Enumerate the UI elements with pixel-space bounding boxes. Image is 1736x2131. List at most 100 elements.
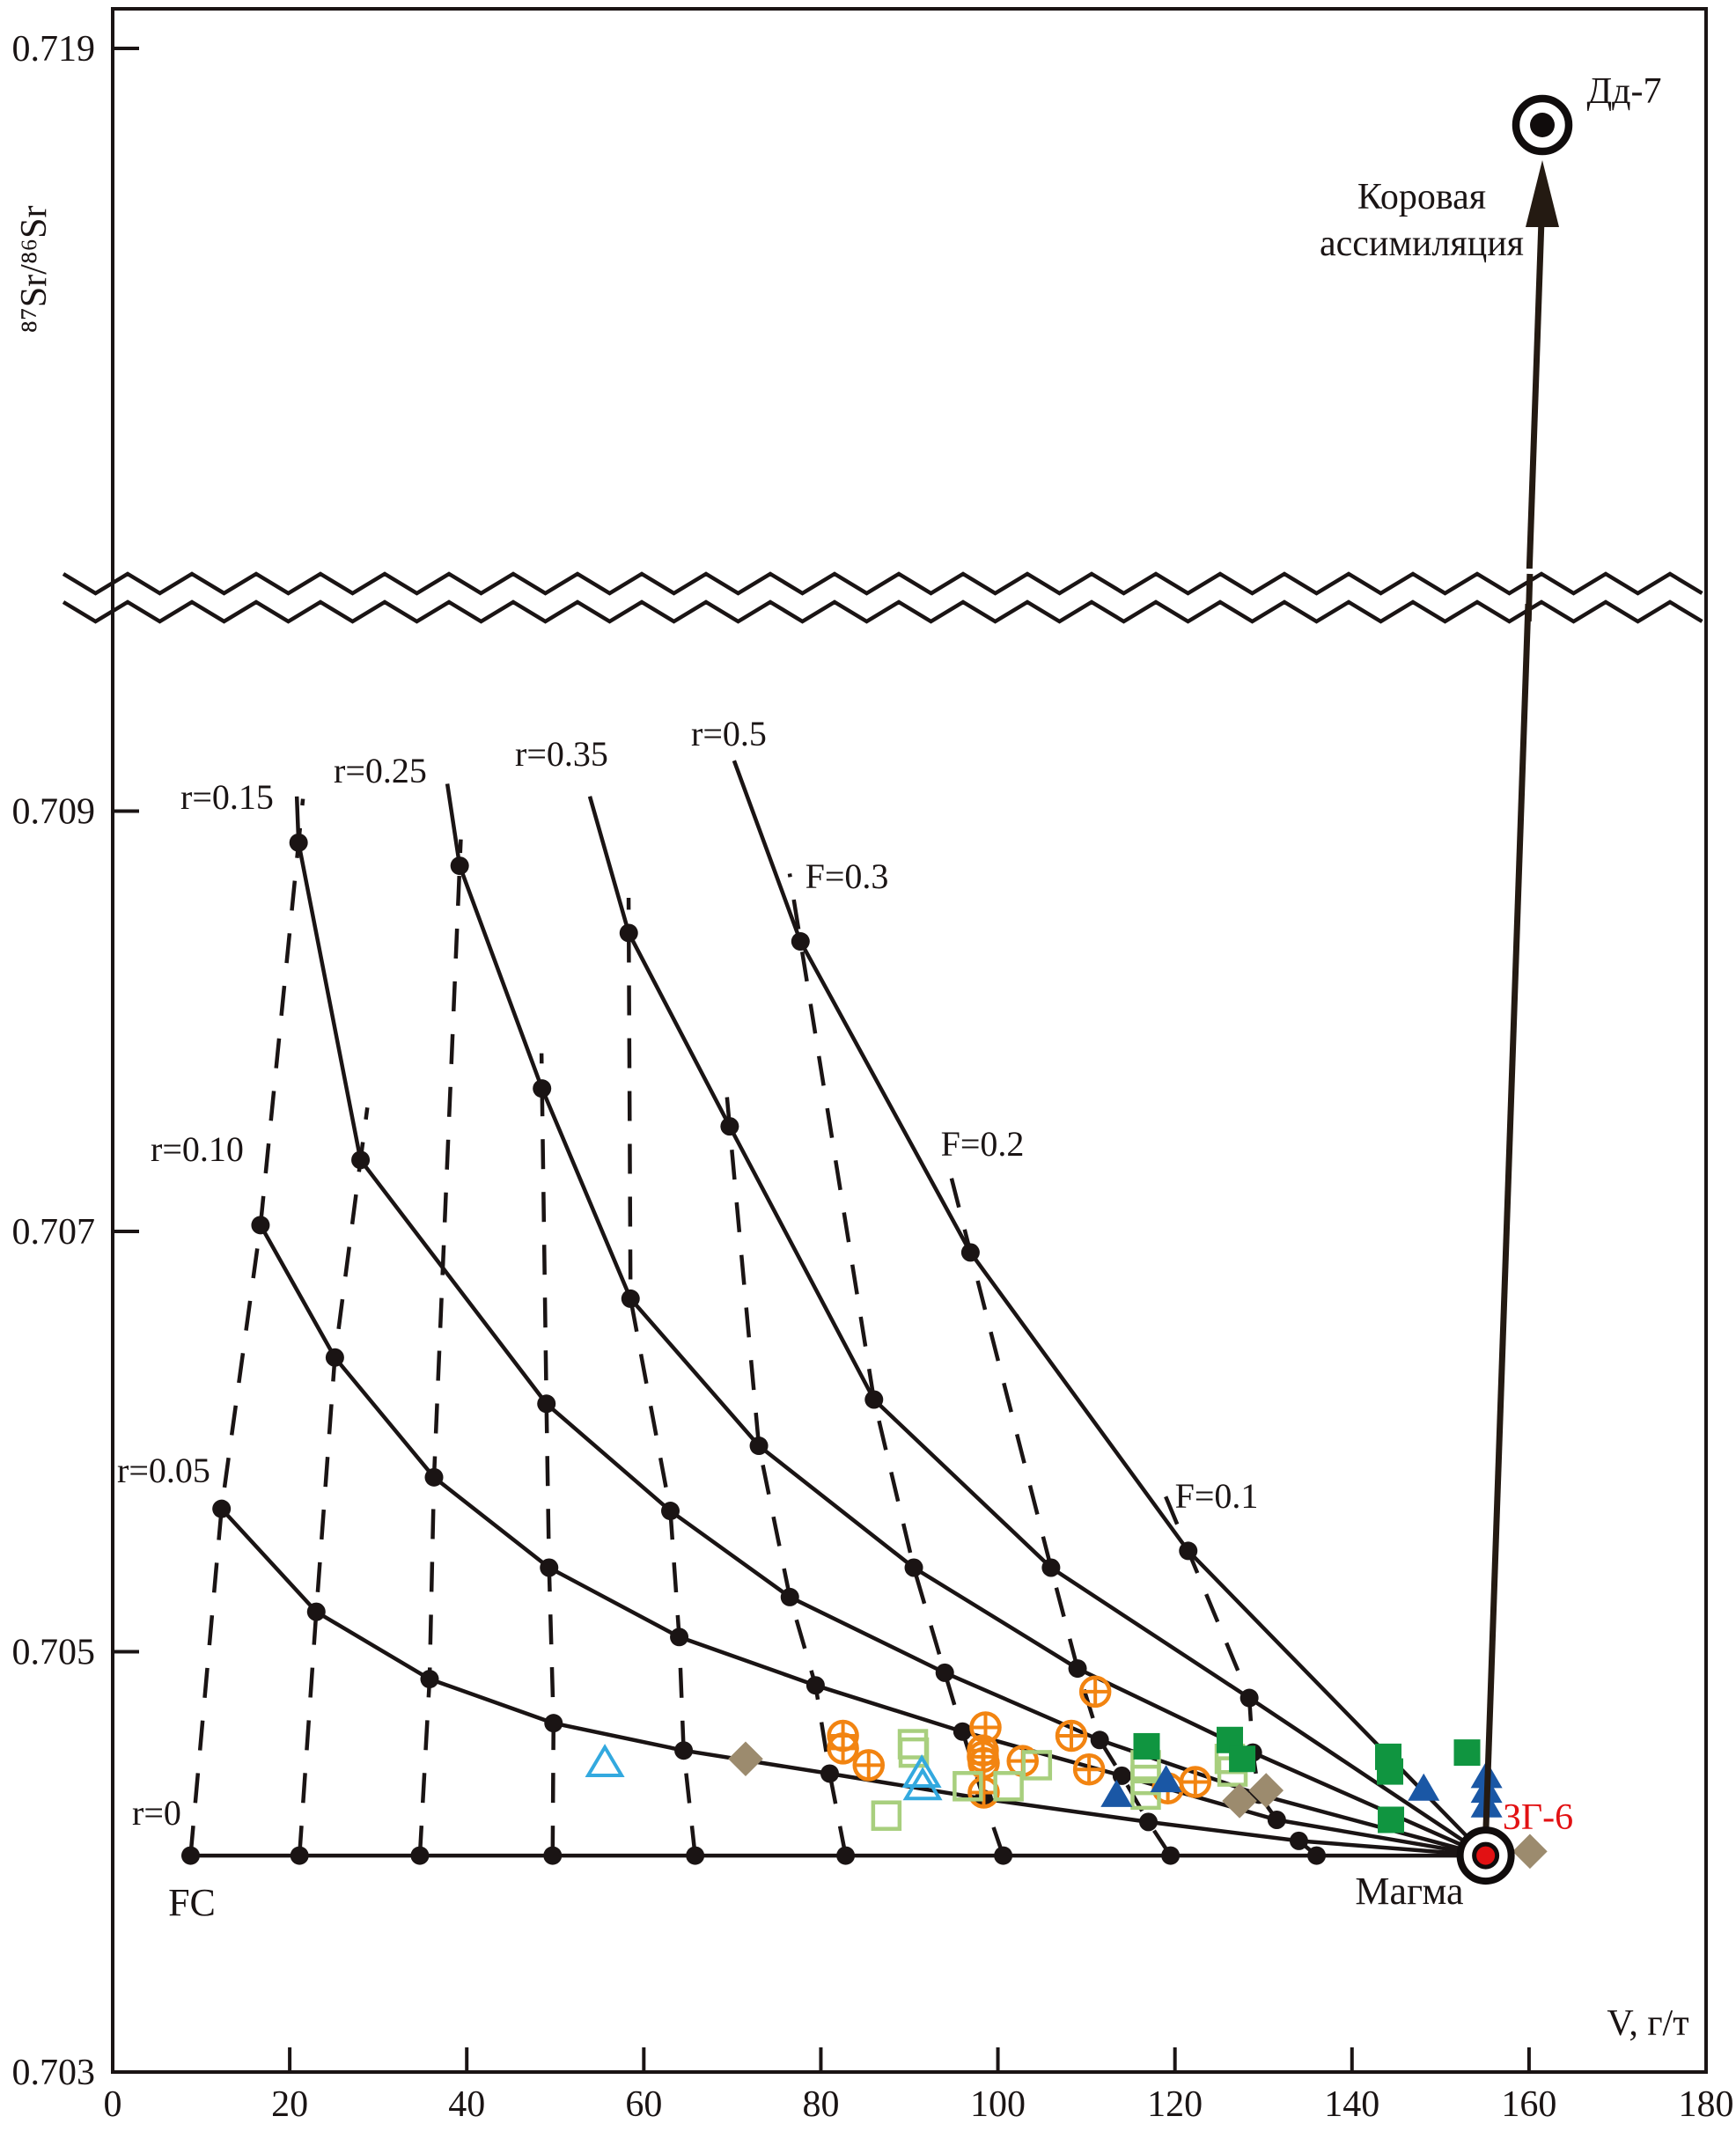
- curve-step-dot: [450, 856, 469, 876]
- curve-step-dot: [1139, 1812, 1159, 1832]
- sample-point: [1130, 1779, 1161, 1811]
- curve-step-dot: [953, 1722, 972, 1741]
- magma-label: Магма: [1355, 1870, 1463, 1913]
- sample-point: [901, 1754, 942, 1788]
- x-tick-label: 120: [1147, 2084, 1203, 2125]
- curve-step-dot: [533, 1079, 552, 1099]
- axis-break-lower: [62, 599, 1703, 624]
- y-axis-title: ⁸⁷Sr/⁸⁶Sr: [14, 206, 55, 334]
- curve-step-dot: [791, 932, 810, 952]
- y-tick-label: 0.703: [12, 2053, 96, 2093]
- f-isoline-label: F=0.1: [1175, 1476, 1259, 1516]
- curve-step-dot: [836, 1846, 856, 1865]
- x-tick-label: 180: [1679, 2084, 1734, 2125]
- curve-step-dot: [544, 1714, 563, 1733]
- curve-step-dot: [619, 923, 638, 943]
- curve-step-dot: [674, 1741, 694, 1760]
- x-tick-label: 100: [970, 2084, 1026, 2125]
- curve-step-dot: [1068, 1659, 1087, 1679]
- curve-step-dot: [621, 1289, 640, 1308]
- curve-step-dot: [424, 1467, 444, 1487]
- arrow-through-break: [1525, 573, 1534, 622]
- x-tick-label: 60: [625, 2084, 662, 2125]
- curve-label: r=0.10: [151, 1129, 244, 1169]
- zg6-label: ЗГ-6: [1503, 1797, 1573, 1838]
- curve-label: r=0.05: [117, 1451, 210, 1490]
- axis-break-mask: [0, 569, 1736, 604]
- y-tick-label: 0.705: [12, 1633, 96, 1673]
- axis-break-upper: [62, 571, 1703, 596]
- sample-point: [902, 1767, 943, 1801]
- sample-point: [1378, 1806, 1405, 1833]
- x-tick-label: 40: [448, 2084, 485, 2125]
- curve-label: r=0: [132, 1793, 181, 1833]
- sample-point: [1133, 1732, 1160, 1760]
- curve-step-dot: [686, 1846, 705, 1865]
- sample-point: [1512, 1833, 1548, 1870]
- sample-point: [1248, 1773, 1284, 1808]
- curve-step-dot: [410, 1846, 430, 1865]
- curve-step-dot: [537, 1394, 556, 1414]
- f-isoline-7: [417, 839, 463, 1856]
- sample-point: [1100, 1779, 1133, 1807]
- afc-curve-r=0.35: [587, 796, 1487, 1857]
- curve-step-dot: [325, 1348, 344, 1367]
- assimilation-arrow-shaft: [1482, 219, 1545, 1828]
- sample-point: [993, 1771, 1024, 1802]
- curve-step-dot: [904, 1558, 923, 1577]
- curve-step-dot: [780, 1587, 799, 1606]
- curve-step-dot: [1112, 1766, 1131, 1785]
- curve-label: r=0.25: [334, 751, 427, 790]
- sample-point: [728, 1741, 763, 1777]
- curve-step-dot: [1090, 1731, 1109, 1750]
- fc-label: FC: [168, 1881, 216, 1924]
- x-tick-label: 160: [1501, 2084, 1556, 2125]
- curve-step-dot: [864, 1390, 884, 1409]
- curve-step-dot: [290, 1846, 309, 1865]
- assimilation-arrow-head: [1526, 160, 1559, 227]
- curve-step-dot: [180, 1846, 200, 1865]
- afc-curve-r=0.10: [258, 1223, 1487, 1858]
- sample-point: [897, 1729, 929, 1760]
- dd7-label: Дд-7: [1586, 71, 1661, 112]
- sample-point: [1408, 1773, 1440, 1801]
- assimilation-label-line1: Коровая: [1357, 177, 1486, 217]
- curve-step-dot: [749, 1437, 769, 1456]
- f-isoline-3: [787, 873, 1005, 1856]
- y-tick-label: 0.709: [12, 792, 96, 833]
- sample-point: [585, 1744, 625, 1778]
- curve-step-dot: [994, 1846, 1013, 1865]
- sample-point: [898, 1737, 930, 1768]
- curve-step-dot: [212, 1499, 232, 1518]
- dd7-point-inner: [1530, 113, 1555, 137]
- curve-step-dot: [670, 1628, 689, 1647]
- f-isoline-label: F=0.3: [805, 856, 889, 896]
- afc-curve-r=0.15: [294, 796, 1487, 1858]
- sample-point: [953, 1771, 983, 1802]
- sample-point: [1150, 1765, 1182, 1793]
- f-isoline-label: F=0.2: [941, 1124, 1025, 1164]
- curve-step-dot: [1179, 1541, 1198, 1561]
- x-tick-label: 20: [271, 2084, 308, 2125]
- magma-point-inner: [1472, 1841, 1500, 1870]
- curve-step-dot: [720, 1117, 739, 1136]
- x-axis-title: V, г/т: [1607, 2003, 1688, 2044]
- curve-step-dot: [661, 1502, 680, 1521]
- y-tick-label-upper: 0.719: [12, 29, 96, 70]
- curve-step-dot: [306, 1602, 326, 1621]
- curve-step-dot: [251, 1216, 270, 1235]
- curve-step-dot: [540, 1558, 559, 1577]
- curve-step-dot: [1161, 1846, 1181, 1865]
- curve-step-dot: [289, 833, 308, 852]
- f-isoline-9: [188, 798, 305, 1856]
- sample-point: [1229, 1745, 1256, 1773]
- f-isoline-8: [297, 1107, 370, 1856]
- curve-step-dot: [1239, 1688, 1259, 1708]
- curve-step-dot: [960, 1243, 980, 1262]
- curve-label: r=0.5: [691, 714, 767, 753]
- curve-step-dot: [1267, 1811, 1286, 1829]
- plot-frame: [111, 7, 1708, 2074]
- assimilation-label-line2: ассимиляция: [1320, 224, 1524, 264]
